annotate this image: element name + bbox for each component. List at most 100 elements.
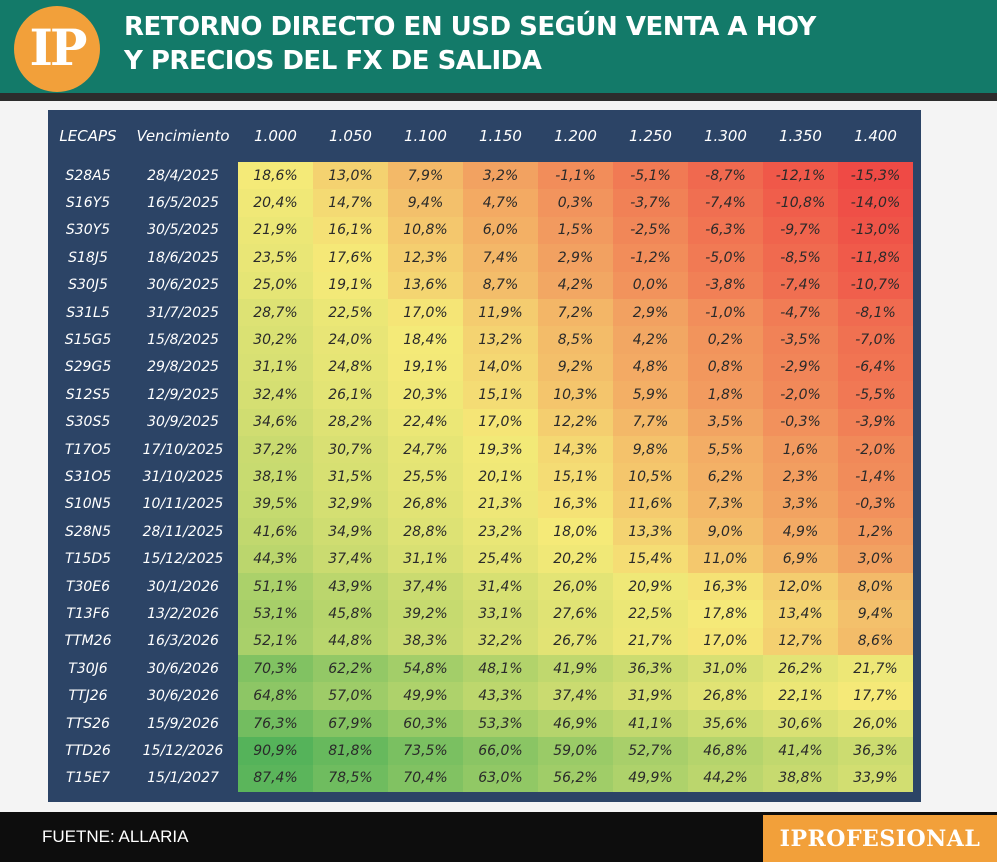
- heatmap-cell: 41,9%: [538, 655, 613, 683]
- heatmap-cell: -3,5%: [763, 326, 838, 354]
- row-date: 12/9/2025: [147, 386, 219, 403]
- heatmap-cell: 35,6%: [688, 709, 763, 738]
- row-date: 30/6/2026: [147, 660, 219, 677]
- heatmap-cell: 26,7%: [538, 627, 613, 656]
- row-ticker: S16Y5: [65, 195, 111, 212]
- heatmap-cell: 70,3%: [238, 655, 313, 683]
- heatmap-cell: 3,3%: [763, 490, 838, 519]
- heatmap-cell: -3,7%: [613, 189, 688, 217]
- heatmap-cell: 8,7%: [463, 271, 538, 299]
- heatmap-cell: 15,1%: [463, 381, 538, 409]
- heatmap-cell: -12,1%: [763, 162, 838, 190]
- heatmap-cell: -8,1%: [838, 298, 913, 327]
- heatmap-cell: 1,6%: [763, 435, 838, 464]
- heatmap-cell: 11,9%: [463, 298, 538, 327]
- heatmap-cell: 31,1%: [238, 353, 313, 382]
- column-header-fx: 1.050: [329, 127, 372, 145]
- heatmap-cell: 7,4%: [463, 244, 538, 272]
- heatmap-cell: 52,1%: [238, 627, 313, 656]
- column-header-fx: 1.100: [404, 127, 447, 145]
- row-date: 30/1/2026: [147, 578, 219, 595]
- column-header-fx: 1.250: [629, 127, 672, 145]
- heatmap-cell: -1,4%: [838, 463, 913, 491]
- row-date: 28/4/2025: [147, 167, 219, 184]
- heatmap-cell: -2,5%: [613, 216, 688, 245]
- heatmap-cell: 15,1%: [538, 463, 613, 491]
- row-ticker: TTJ26: [68, 688, 108, 705]
- column-header-fx: 1.150: [479, 127, 522, 145]
- heatmap-cell: -5,1%: [613, 162, 688, 190]
- column-header-fx: 1.400: [854, 127, 897, 145]
- heatmap-cell: 17,0%: [463, 408, 538, 436]
- heatmap-cell: 37,4%: [388, 572, 463, 601]
- heatmap-cell: 14,3%: [538, 435, 613, 464]
- heatmap-cell: 20,4%: [238, 189, 313, 217]
- heatmap-cell: -7,4%: [688, 189, 763, 217]
- heatmap-cell: 31,9%: [613, 682, 688, 710]
- row-ticker: S29G5: [64, 359, 112, 376]
- row-ticker: S30Y5: [65, 222, 111, 239]
- heatmap-cell: 17,6%: [313, 244, 388, 272]
- heatmap-cell: 25,5%: [388, 463, 463, 491]
- heatmap-cell: 48,1%: [463, 655, 538, 683]
- heatmap-cell: 18,6%: [238, 162, 313, 190]
- heatmap-cell: 26,2%: [763, 655, 838, 683]
- heatmap-cell: -10,8%: [763, 189, 838, 217]
- row-date: 15/12/2026: [142, 742, 224, 759]
- logo-text: IP: [29, 17, 88, 77]
- heatmap-cell: 7,9%: [388, 162, 463, 190]
- heatmap-cell: 22,1%: [763, 682, 838, 710]
- heatmap-cell: -4,7%: [763, 298, 838, 327]
- column-header-vencimiento: Vencimiento: [136, 127, 230, 145]
- heatmap-cell: 19,1%: [313, 271, 388, 299]
- heatmap-cell: 4,2%: [538, 271, 613, 299]
- heatmap-cell: 8,0%: [838, 572, 913, 601]
- heatmap-cell: 39,2%: [388, 600, 463, 628]
- row-date: 15/8/2025: [147, 332, 219, 349]
- column-header-fx: 1.000: [254, 127, 297, 145]
- heatmap-cell: 21,7%: [838, 655, 913, 683]
- heatmap-cell: 2,9%: [613, 298, 688, 327]
- heatmap-cell: 24,0%: [313, 326, 388, 354]
- column-header-fx: 1.200: [554, 127, 597, 145]
- row-ticker: S30J5: [68, 277, 108, 294]
- heatmap-cell: 11,0%: [688, 545, 763, 573]
- heatmap-cell: 14,7%: [313, 189, 388, 217]
- row-ticker: S28N5: [64, 523, 112, 540]
- heatmap-cell: 17,0%: [388, 298, 463, 327]
- heatmap-cell: 7,2%: [538, 298, 613, 327]
- heatmap-cell: 1,8%: [688, 381, 763, 409]
- heatmap-cell: 30,7%: [313, 435, 388, 464]
- heatmap-cell: 49,9%: [388, 682, 463, 710]
- heatmap-cell: 13,0%: [313, 162, 388, 190]
- heatmap-cell: 13,2%: [463, 326, 538, 354]
- heatmap-cell: 21,3%: [463, 490, 538, 519]
- heatmap-cell: 24,8%: [313, 353, 388, 382]
- header-divider: [0, 93, 997, 101]
- heatmap-cell: -14,0%: [838, 189, 913, 217]
- heatmap-cell: 41,4%: [763, 737, 838, 765]
- heatmap-cell: -2,9%: [763, 353, 838, 382]
- heatmap-cell: 46,8%: [688, 737, 763, 765]
- heatmap-cell: 15,4%: [613, 545, 688, 573]
- heatmap-cell: 44,2%: [688, 764, 763, 792]
- row-date: 30/5/2025: [147, 222, 219, 239]
- heatmap-cell: 8,6%: [838, 627, 913, 656]
- heatmap-cell: 2,3%: [763, 463, 838, 491]
- heatmap-cell: 13,3%: [613, 518, 688, 546]
- heatmap-cell: 19,1%: [388, 353, 463, 382]
- column-header-lecaps: LECAPS: [59, 127, 117, 145]
- heatmap-cell: -9,7%: [763, 216, 838, 245]
- heatmap-cell: 4,9%: [763, 518, 838, 546]
- heatmap-cell: 5,9%: [613, 381, 688, 409]
- heatmap-cell: -1,0%: [688, 298, 763, 327]
- heatmap-cell: 12,0%: [763, 572, 838, 601]
- heatmap-cell: 25,0%: [238, 271, 313, 299]
- heatmap-cell: -7,0%: [838, 326, 913, 354]
- heatmap-cell: 44,3%: [238, 545, 313, 573]
- row-date: 17/10/2025: [142, 441, 224, 458]
- heatmap-cell: -6,4%: [838, 353, 913, 382]
- heatmap-cell: -2,0%: [763, 381, 838, 409]
- heatmap-cell: 25,4%: [463, 545, 538, 573]
- row-ticker: S31L5: [66, 304, 110, 321]
